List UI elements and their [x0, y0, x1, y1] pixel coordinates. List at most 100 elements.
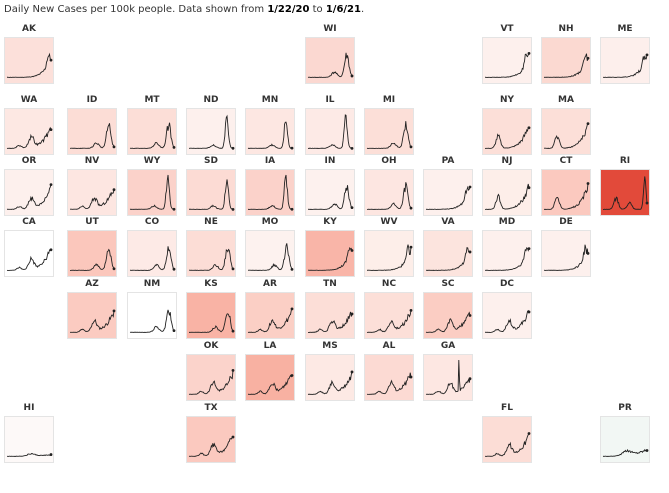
tile-wy: WY: [127, 154, 177, 216]
tile-chart-ri: [600, 169, 650, 216]
tile-label-dc: DC: [499, 279, 515, 289]
tile-background: [364, 354, 414, 401]
trend-line: [188, 179, 234, 210]
trend-line: [307, 371, 353, 395]
tile-label-me: ME: [617, 24, 633, 34]
tile-label-co: CO: [144, 217, 160, 227]
end-point: [112, 188, 116, 192]
tile-label-ma: MA: [558, 95, 574, 105]
tile-label-pr: PR: [618, 403, 632, 413]
tile-sd: SD: [186, 154, 236, 216]
end-point: [527, 51, 531, 55]
tile-background: [186, 169, 236, 216]
tile-chart-hi: [4, 416, 54, 463]
trend-line: [307, 114, 353, 149]
tile-label-nv: NV: [84, 156, 100, 166]
tile-chart-dc: [482, 292, 532, 339]
trend-line: [7, 453, 52, 457]
tile-ok: OK: [186, 339, 236, 401]
trend-line: [188, 248, 234, 271]
tile-ny: NY: [482, 93, 532, 155]
tile-chart-il: [305, 108, 355, 155]
tile-chart-wv: [364, 230, 414, 277]
trend-line: [484, 247, 530, 271]
tile-la: LA: [245, 339, 295, 401]
tile-nd: ND: [186, 93, 236, 155]
tile-chart-ga: [423, 354, 473, 401]
tile-chart-nj: [482, 169, 532, 216]
end-point: [350, 312, 354, 316]
tile-chart-ny: [482, 108, 532, 155]
tile-label-ak: AK: [22, 24, 36, 34]
trend-line: [6, 126, 52, 149]
tile-label-az: AZ: [85, 279, 99, 289]
trend-line: [425, 359, 471, 395]
tile-background: [541, 169, 591, 216]
tile-background: [423, 230, 473, 277]
tile-label-al: AL: [382, 341, 396, 351]
trend-line: [484, 433, 530, 457]
tile-background: [541, 108, 591, 155]
trend-line: [543, 183, 589, 210]
tile-label-fl: FL: [501, 403, 513, 413]
end-point: [586, 252, 590, 255]
tile-background: [305, 292, 355, 339]
end-point: [468, 314, 472, 317]
end-point: [409, 375, 413, 379]
tile-background: [423, 292, 473, 339]
tile-chart-sd: [186, 169, 236, 216]
tile-chart-ak: [4, 37, 54, 84]
trend-line: [129, 309, 175, 333]
end-point: [112, 267, 116, 271]
tile-chart-tn: [305, 292, 355, 339]
end-point: [409, 206, 413, 210]
tile-background: [305, 354, 355, 401]
tile-background: [67, 169, 117, 216]
tile-label-mn: MN: [261, 95, 279, 105]
tile-pr: PR: [600, 401, 650, 463]
tile-co: CO: [127, 215, 177, 277]
tile-label-sc: SC: [441, 279, 455, 289]
tile-tn: TN: [305, 277, 355, 339]
end-point: [49, 453, 53, 456]
tile-background: [482, 292, 532, 339]
tile-chart-la: [245, 354, 295, 401]
tile-label-wv: WV: [380, 217, 398, 227]
end-point: [527, 310, 531, 314]
trend-line: [188, 114, 234, 149]
end-point: [350, 370, 354, 374]
tile-chart-de: [541, 230, 591, 277]
tile-background: [364, 230, 414, 277]
tile-label-ga: GA: [440, 341, 456, 351]
tile-chart-vt: [482, 37, 532, 84]
tile-background: [305, 169, 355, 216]
tile-label-tx: TX: [204, 403, 218, 413]
trend-line: [366, 244, 412, 271]
tile-chart-nd: [186, 108, 236, 155]
tile-vt: VT: [482, 22, 532, 84]
tile-background: [600, 416, 650, 463]
tile-background: [482, 169, 532, 216]
tile-mo: MO: [245, 215, 295, 277]
tile-chart-mn: [245, 108, 295, 155]
end-point: [231, 267, 235, 271]
tile-background: [67, 292, 117, 339]
trend-line: [247, 121, 293, 149]
tile-chart-ca: [4, 230, 54, 277]
tile-label-de: DE: [559, 217, 573, 227]
tile-ks: KS: [186, 277, 236, 339]
tile-de: DE: [541, 215, 591, 277]
trend-line: [69, 123, 115, 149]
end-point: [645, 449, 649, 452]
tile-chart-or: [4, 169, 54, 216]
trend-line: [307, 52, 353, 78]
tile-in: IN: [305, 154, 355, 216]
tile-chart-ms: [305, 354, 355, 401]
tile-label-vt: VT: [500, 24, 514, 34]
tile-label-in: IN: [324, 156, 336, 166]
tile-chart-ar: [245, 292, 295, 339]
trend-line: [129, 246, 175, 271]
tile-background: [186, 354, 236, 401]
tile-ms: MS: [305, 339, 355, 401]
tile-background: [482, 108, 532, 155]
